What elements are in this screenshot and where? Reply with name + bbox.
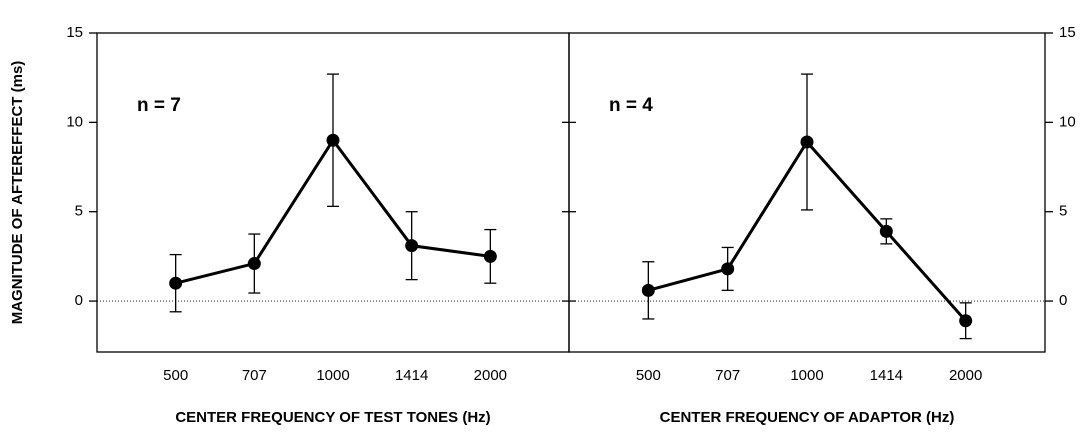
annotation: n = 7 [137,95,181,116]
data-point [641,283,655,297]
data-point [247,257,261,271]
x-tick-label: 707 [242,367,267,384]
data-point [405,239,419,253]
y-tick-label: 5 [1059,203,1067,220]
data-point [879,224,893,238]
y-tick-label: 15 [1059,24,1076,41]
y-tick-label: 0 [75,292,83,309]
x-tick-label: 500 [163,367,188,384]
x-tick-label: 707 [715,367,740,384]
y-tick-label: 0 [1059,292,1067,309]
y-tick-label: 15 [66,24,83,41]
data-point [721,262,735,276]
data-point [326,133,340,147]
x-tick-label: 2000 [949,367,982,384]
data-point [959,314,973,328]
x-tick-label: 1000 [316,367,349,384]
x-tick-label: 500 [636,367,661,384]
plot-frame [568,32,1046,353]
x-tick-label: 1414 [870,367,903,384]
y-tick-label: 5 [75,203,83,220]
data-point [800,135,814,149]
x-axis-label: CENTER FREQUENCY OF TEST TONES (Hz) [175,409,490,426]
x-tick-label: 1414 [395,367,428,384]
y-tick-label: 10 [1059,113,1076,130]
y-tick-label: 10 [66,113,83,130]
data-point [169,276,183,290]
x-tick-label: 2000 [474,367,507,384]
x-axis-label: CENTER FREQUENCY OF ADAPTOR (Hz) [660,409,955,426]
x-tick-label: 1000 [790,367,823,384]
annotation: n = 4 [609,95,653,116]
data-point [483,249,497,263]
y-axis-label: MAGNITUDE OF AFTEREFFECT (ms) [9,61,26,325]
